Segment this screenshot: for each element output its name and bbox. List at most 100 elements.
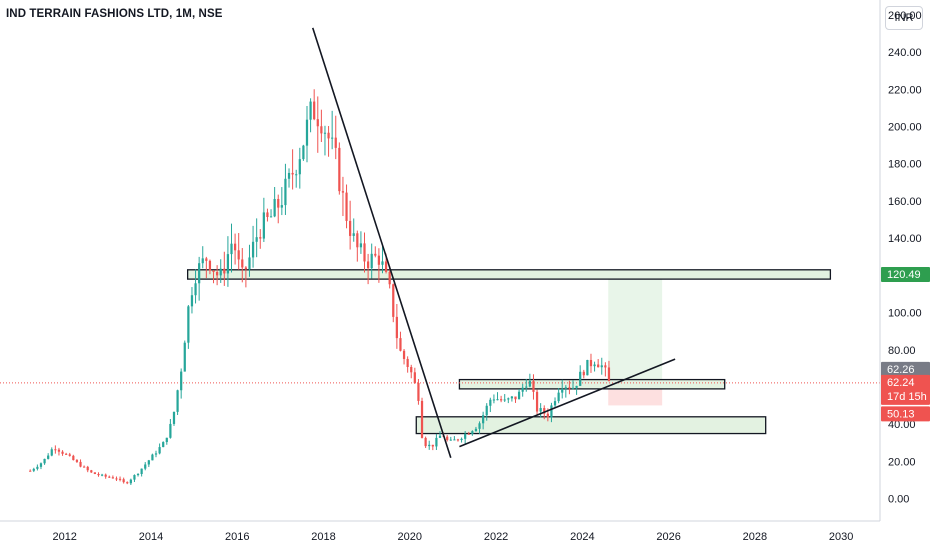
- candle-body: [489, 399, 492, 406]
- candle-body: [428, 444, 431, 447]
- zone-top-tag-bg: [881, 266, 930, 282]
- candle-body: [302, 145, 305, 160]
- candle: [280, 187, 283, 216]
- candle: [349, 200, 352, 250]
- candle-body: [561, 388, 564, 393]
- candle-body: [356, 233, 359, 248]
- candle-body: [223, 268, 226, 274]
- candle-body: [162, 442, 165, 448]
- candle-body: [402, 350, 406, 359]
- candle-body: [266, 212, 269, 218]
- candle: [446, 434, 449, 442]
- candle: [417, 379, 420, 405]
- y-tick-label: 200.00: [888, 122, 922, 134]
- candle: [499, 395, 503, 403]
- candle-body: [295, 174, 298, 176]
- candle: [557, 388, 560, 404]
- candle: [183, 340, 186, 372]
- candle-body: [248, 257, 251, 270]
- candle-body: [251, 241, 255, 258]
- candle: [345, 184, 348, 229]
- candle: [205, 256, 208, 279]
- candle-body: [492, 399, 496, 401]
- candle: [597, 359, 600, 368]
- y-tick-label: 260.00: [888, 10, 922, 22]
- candle: [313, 89, 316, 121]
- currency-button[interactable]: INR: [885, 6, 923, 30]
- candle-body: [320, 126, 323, 134]
- candle-body: [140, 468, 143, 474]
- candle-body: [550, 405, 553, 418]
- candle-body: [453, 439, 456, 441]
- candle-body: [517, 391, 521, 400]
- candle: [381, 244, 384, 274]
- candle: [320, 109, 323, 143]
- candle-body: [172, 411, 176, 424]
- candle-body: [118, 478, 122, 480]
- candle-body: [313, 101, 316, 120]
- candle-body: [420, 400, 424, 438]
- candle: [158, 443, 161, 455]
- candle-body: [406, 358, 409, 368]
- y-tick-label: 160.00: [888, 196, 922, 208]
- candle-body: [72, 455, 75, 461]
- candle-body: [478, 423, 481, 429]
- candle-body: [158, 447, 161, 454]
- candle: [309, 98, 312, 133]
- target-zone: [608, 274, 663, 383]
- candle: [503, 394, 506, 402]
- candle: [359, 231, 363, 254]
- candle-body: [32, 468, 35, 471]
- candle-body: [169, 423, 172, 438]
- candle: [460, 437, 463, 443]
- candle-body: [417, 383, 420, 401]
- candle-body: [136, 473, 140, 476]
- candle: [43, 458, 46, 465]
- candle-body: [535, 391, 539, 412]
- candle-body: [126, 482, 129, 484]
- candle-body: [604, 365, 607, 368]
- candle: [406, 356, 409, 373]
- candle: [237, 233, 240, 270]
- last-price-tag-label: 62.24: [887, 377, 915, 389]
- candle-body: [553, 401, 557, 406]
- candle-body: [68, 454, 71, 456]
- candle-body: [61, 451, 64, 454]
- candle-body: [507, 398, 510, 400]
- candle: [352, 218, 355, 242]
- candle: [194, 269, 197, 304]
- candle-body: [352, 233, 355, 236]
- candle-body: [363, 243, 366, 262]
- candle: [471, 430, 474, 436]
- candle-body: [291, 172, 294, 175]
- y-tick-label: 80.00: [888, 345, 916, 357]
- candle: [553, 397, 557, 409]
- zone-0: [186, 269, 832, 280]
- candle: [115, 476, 118, 482]
- candle-body: [384, 261, 388, 272]
- candle-body: [29, 470, 32, 472]
- candle: [298, 147, 301, 189]
- candle-body: [388, 271, 391, 285]
- candle-body: [543, 408, 546, 414]
- candle: [122, 477, 125, 484]
- candle: [392, 283, 395, 323]
- candle-body: [359, 243, 363, 248]
- candle: [68, 452, 71, 457]
- candle: [198, 256, 201, 301]
- candle: [575, 385, 578, 395]
- candle-body: [467, 433, 470, 435]
- candle-body: [334, 137, 337, 148]
- candle-body: [187, 306, 190, 343]
- candle: [532, 374, 535, 400]
- stop-tag-bg: [881, 406, 930, 422]
- x-tick-label: 2028: [743, 531, 767, 543]
- candle: [438, 431, 442, 438]
- candle: [600, 357, 603, 375]
- trendline-1: [459, 358, 676, 448]
- candle-body: [280, 205, 283, 208]
- candle-body: [607, 367, 611, 382]
- y-tick-label: 20.00: [888, 456, 916, 468]
- candle-body: [323, 132, 327, 134]
